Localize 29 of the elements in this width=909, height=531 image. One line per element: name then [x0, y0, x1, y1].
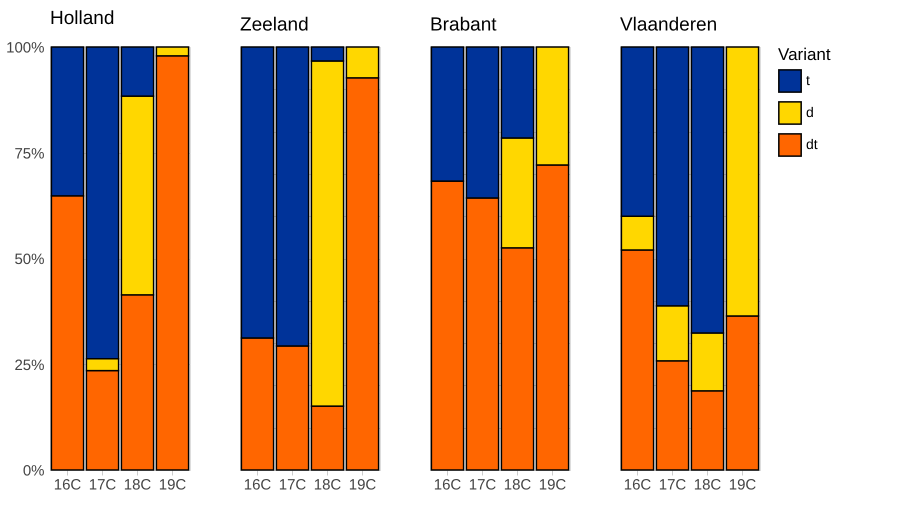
y-tick-label: 100%	[6, 40, 44, 56]
chart-title: Zeeland	[240, 14, 309, 36]
chart-title: Vlaanderen	[620, 14, 718, 36]
x-tick-label: 16C	[244, 476, 272, 494]
x-tick-label: 19C	[348, 476, 376, 494]
y-tick-label: 50%	[14, 251, 44, 268]
chart-title: Holland	[50, 8, 114, 29]
y-tick-label: 25%	[14, 356, 44, 374]
x-tick-label: 19C	[538, 476, 566, 494]
chart-title: Brabant	[430, 14, 498, 36]
y-tick-label: 75%	[14, 145, 44, 162]
x-tick-label: 16C	[434, 476, 462, 494]
y-tick-label: 0%	[22, 462, 44, 480]
legend-label: dt	[806, 136, 818, 152]
x-tick-label: 17C	[468, 476, 496, 494]
legend-label: d	[806, 104, 814, 120]
x-tick-label: 18C	[314, 476, 342, 494]
x-tick-label: 17C	[88, 476, 116, 494]
x-tick-label: 17C	[658, 476, 686, 494]
x-tick-label: 18C	[504, 476, 532, 494]
x-tick-label: 17C	[278, 476, 306, 494]
legend-label: t	[806, 72, 810, 88]
x-tick-label: 16C	[54, 476, 82, 494]
x-tick-label: 18C	[124, 476, 152, 494]
x-tick-label: 16C	[624, 476, 652, 494]
legend-title: Variant	[778, 45, 831, 64]
x-tick-label: 19C	[158, 476, 186, 494]
x-tick-label: 18C	[694, 476, 722, 494]
x-tick-label: 19C	[728, 476, 756, 494]
